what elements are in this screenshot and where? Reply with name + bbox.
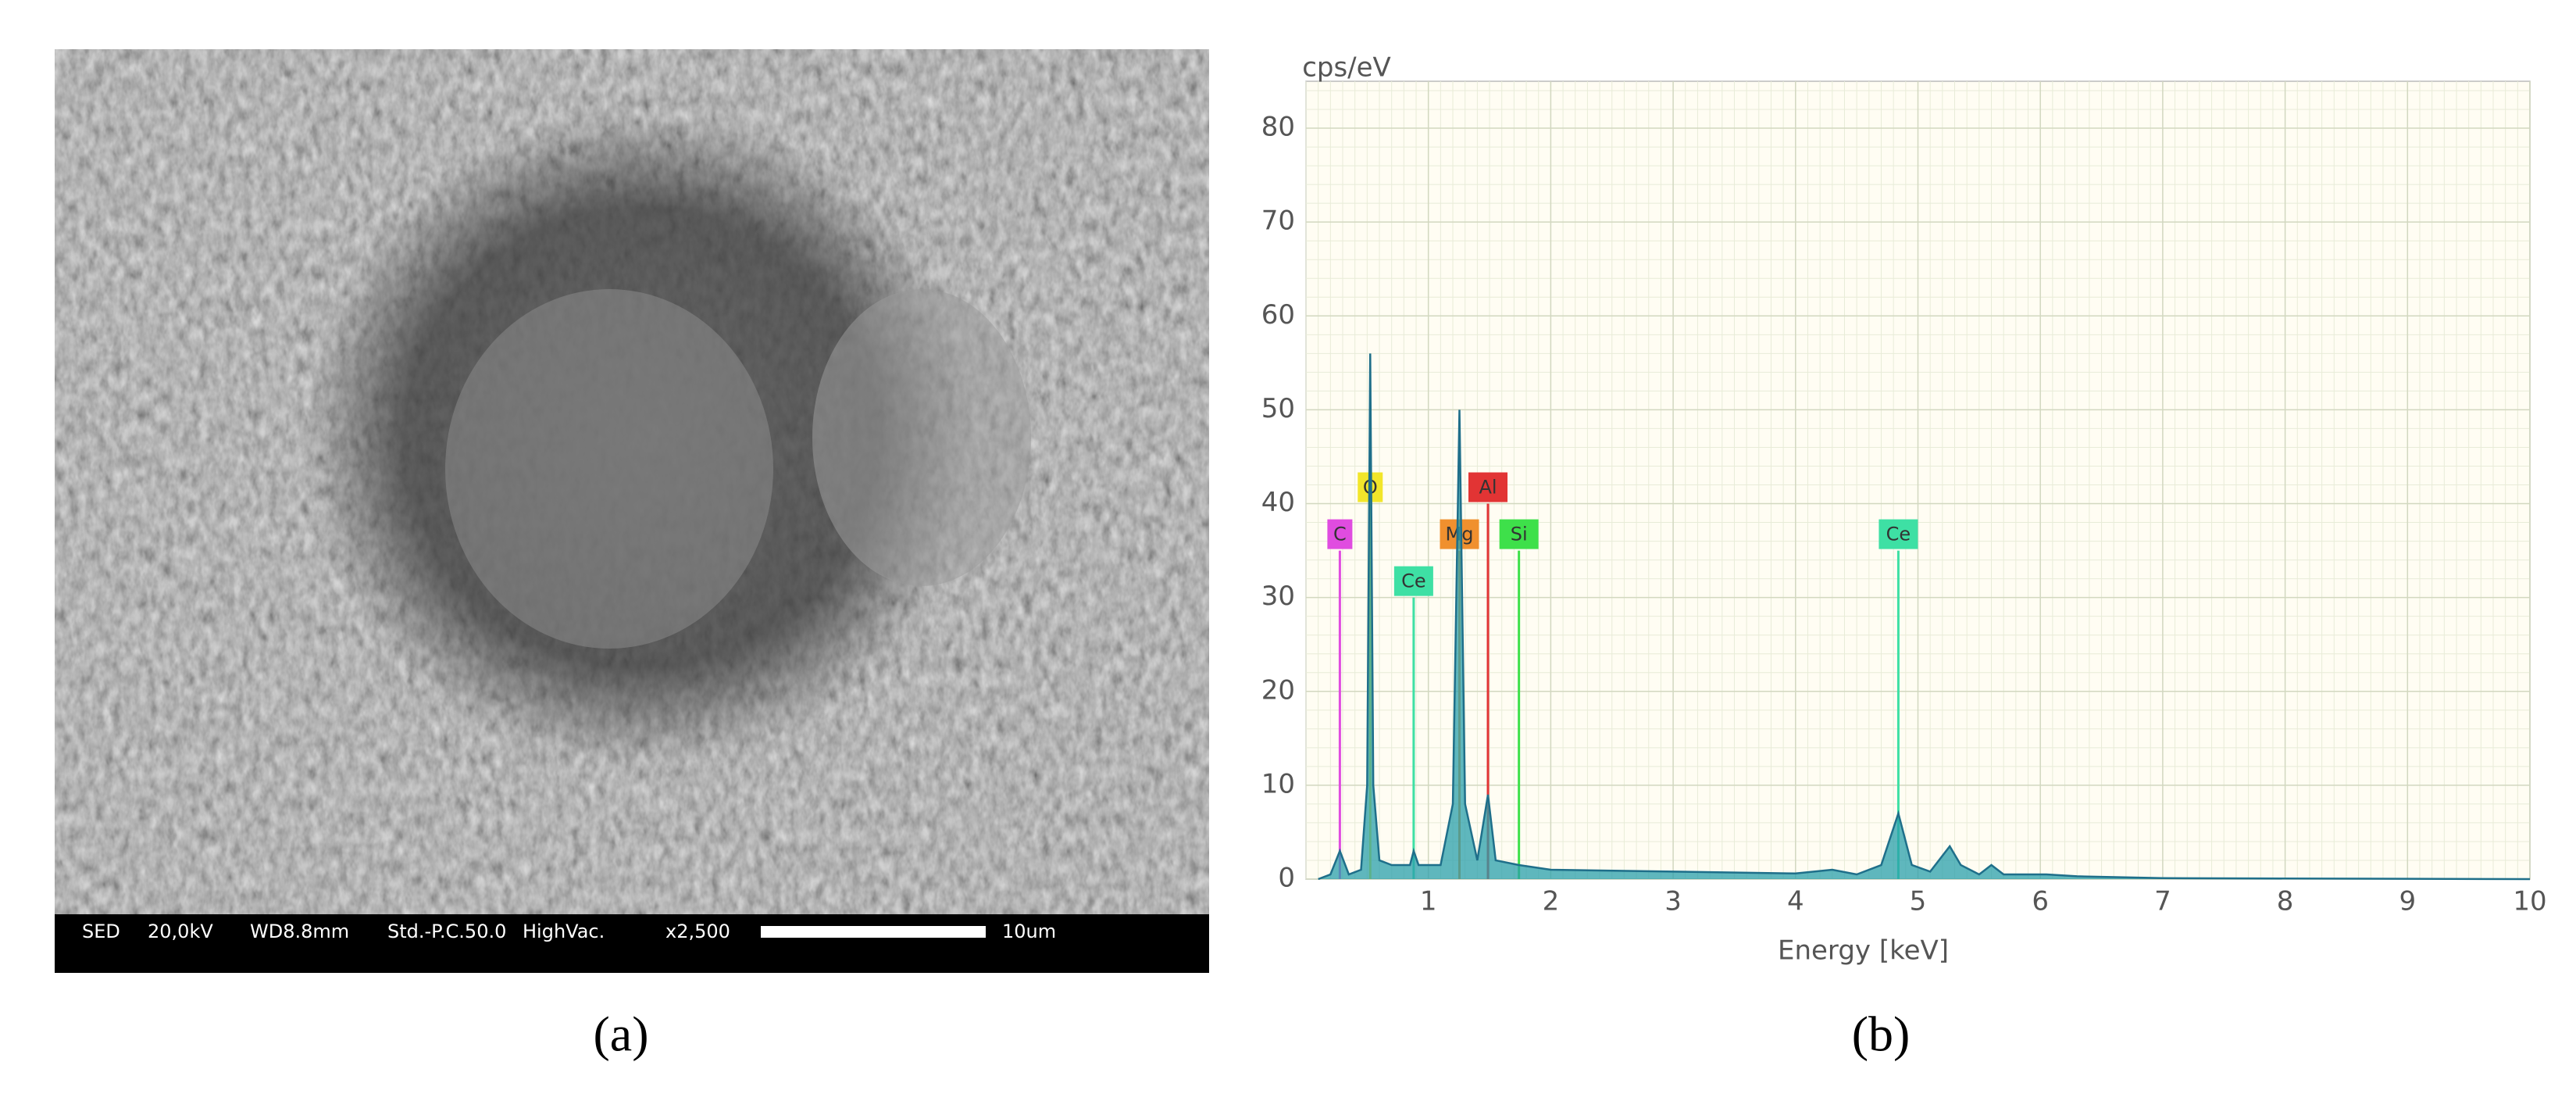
element-label: Ce [1401,570,1426,592]
x-tick-label: 6 [2032,886,2049,917]
y-tick-label: 50 [1261,393,1295,424]
sem-info-text: WD8.8mm [250,921,349,942]
y-axis-title: cps/eV [1302,52,1391,84]
scale-bar [761,926,986,938]
spectrum-chart: 0 10 20 30 40 50 60 70 80 1 2 3 4 5 6 7 8 9 10 cps/eV Energy… [1261,52,2547,967]
sem-info-text: 10um [1002,921,1056,942]
sem-info-text: HighVac. [523,921,605,942]
element-label: C [1333,524,1347,545]
x-tick-label: 7 [2154,886,2171,917]
sem-info-text: x2,500 [665,921,730,942]
element-label: Si [1511,524,1528,545]
y-tick-label: 20 [1261,674,1295,706]
sem-image [55,49,1209,973]
x-tick-label: 4 [1787,886,1804,917]
y-tick-label: 60 [1261,299,1295,331]
y-tick-label: 40 [1261,487,1295,518]
element-tag [1327,519,1353,549]
y-tick-label: 30 [1261,581,1295,612]
sem-info-texts: SED 20,0kV WD8.8mm Std.-P.C.50.0 HighVac. x2,… [82,921,1056,942]
sem-info-text: SED [82,921,120,942]
element-label: Al [1479,477,1497,499]
x-tick-label: 1 [1420,886,1437,917]
spectrum-line [1318,353,2531,881]
panel-label: (a) [593,1006,648,1062]
element-tag [1468,472,1508,502]
x-tick-label: 2 [1543,886,1560,917]
sem-info-bar [55,914,1209,973]
x-tick-label: 8 [2277,886,2294,917]
panel-label: (b) [1852,1006,1911,1062]
sem-info-text: Std.-P.C.50.0 [387,921,506,942]
x-tick-label: 5 [1910,886,1927,917]
element-label: Ce [1886,524,1911,545]
y-tick-label: 0 [1278,863,1295,894]
sem-info-text: 20,0kV [148,921,213,942]
sem-pit [305,109,1031,766]
x-tick-label: 3 [1664,886,1682,917]
x-axis-title: Energy [keV] [1778,935,1949,967]
element-tag [1499,519,1539,549]
element-tag [1878,519,1918,549]
y-tick-label: 70 [1261,206,1295,237]
x-tick-label: 10 [2513,886,2546,917]
element-tag [1393,566,1433,596]
y-tick-label: 10 [1261,768,1295,799]
y-tick-label: 80 [1261,112,1295,143]
x-tick-label: 9 [2399,886,2416,917]
